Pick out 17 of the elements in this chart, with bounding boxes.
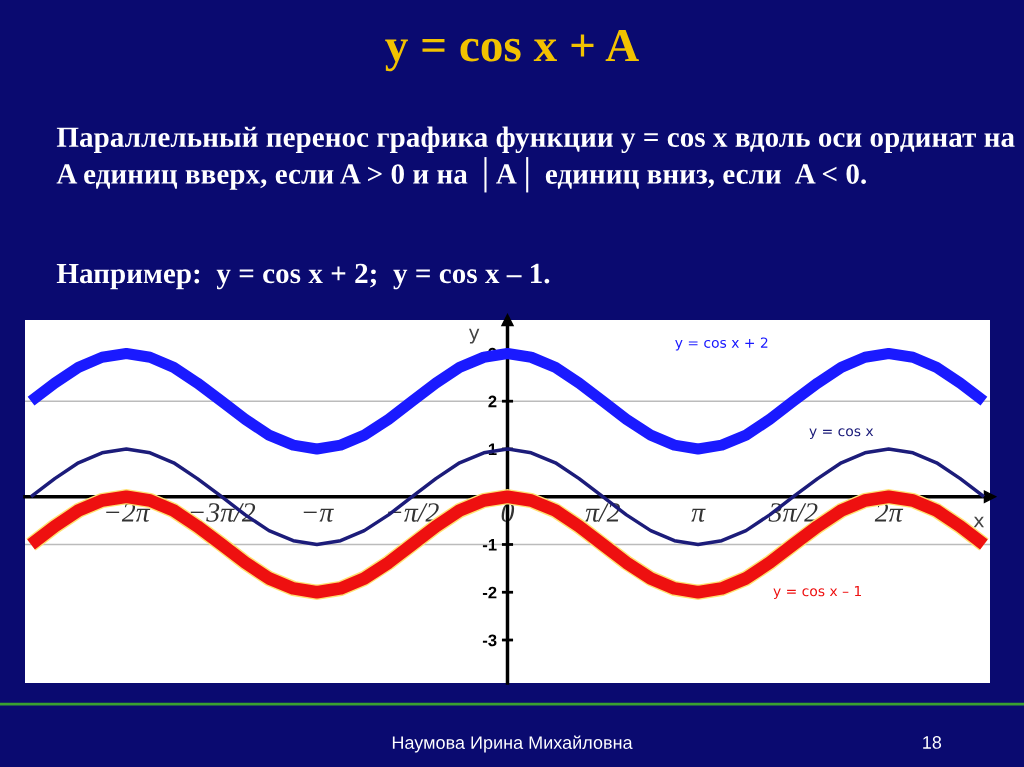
text: 18 [923, 736, 942, 749]
series-label: y = cos x [809, 428, 874, 439]
text: y = cos x + 2 [675, 337, 768, 351]
x-axis-title: x [973, 516, 985, 528]
series-label: y = cos x – 1 [773, 585, 861, 599]
y-axis-title: y [468, 328, 480, 344]
chart-title: y = cos x + A [385, 29, 639, 72]
chart-subtitle: Параллельный перенос графика функции y = cos x вдоль оси ординат на A единиц вверх, если A > 0 и на │A│ единиц вниз, если A < 0. [56, 126, 1015, 193]
y-tick-label: -3 [482, 634, 497, 647]
x-tick-label: −π [303, 508, 334, 522]
x-tick-label: π [691, 508, 706, 522]
y-tick-label: -2 [482, 586, 497, 599]
text: Например: y = cos x + 2; y = cos x – 1. [56, 263, 550, 290]
y-tick-label: 2 [488, 395, 497, 408]
x-tick-label: −2π [106, 503, 151, 522]
y-tick-label: -1 [482, 539, 497, 551]
text: Наумова Ирина Михайловна [392, 735, 633, 753]
